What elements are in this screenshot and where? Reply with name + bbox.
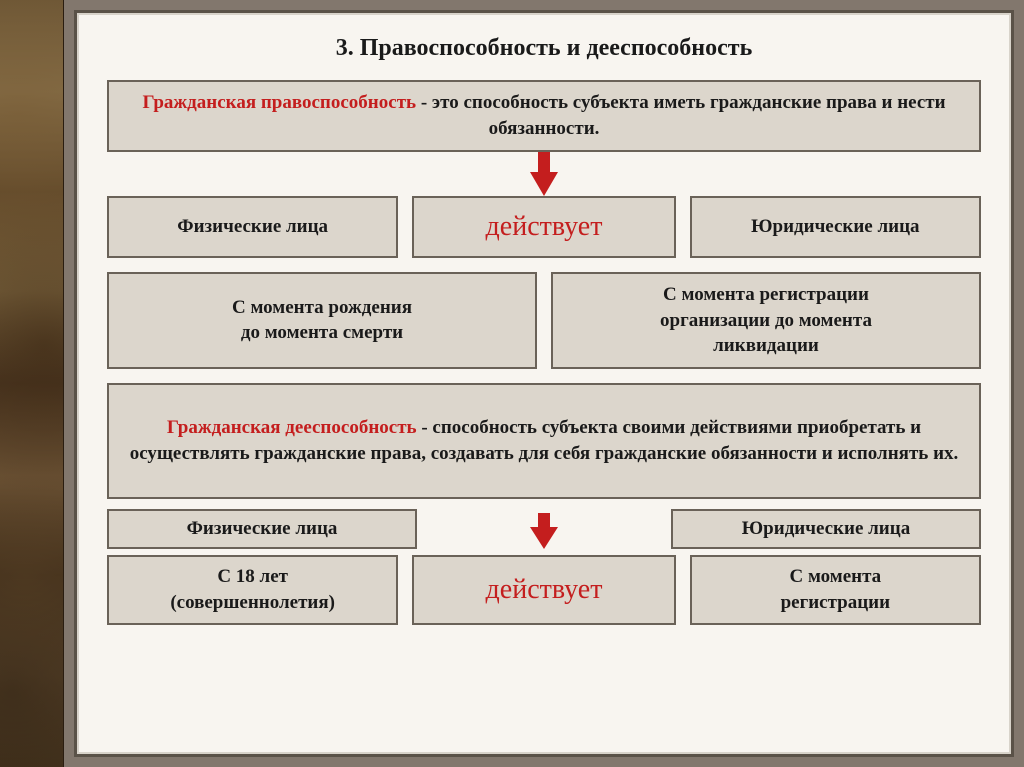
arrow-2: [107, 511, 981, 549]
decorative-sidebar: [0, 0, 64, 767]
box-registration-2: С момента регистрации: [690, 555, 981, 625]
definition-1-text: - это способность субъекта иметь граждан…: [416, 92, 945, 139]
row-entities-1: Физические лица действует Юридические ли…: [107, 196, 981, 258]
definition-2-box: Гражданская дееспособность - способность…: [107, 383, 981, 499]
box-age-18: С 18 лет (совершеннолетия): [107, 555, 398, 625]
row-timing-1: С момента рождения до момента смерти С м…: [107, 272, 981, 369]
row-timing-2: С 18 лет (совершеннолетия) действует С м…: [107, 555, 981, 625]
box-legal-timing: С момента регистрации организации до мом…: [551, 272, 981, 369]
box-action-2: действует: [412, 555, 675, 625]
arrow-1: [107, 152, 981, 196]
definition-1-box: Гражданская правоспособность - это спосо…: [107, 80, 981, 152]
box-legal-1: Юридические лица: [690, 196, 981, 258]
content-frame: 3. Правоспособность и дееспособность Гра…: [74, 10, 1014, 757]
definition-1-term: Гражданская правоспособность: [142, 92, 416, 113]
box-physical-timing: С момента рождения до момента смерти: [107, 272, 537, 369]
slide-title: 3. Правоспособность и дееспособность: [107, 35, 981, 62]
box-physical-1: Физические лица: [107, 196, 398, 258]
definition-2-term: Гражданская дееспособность: [167, 417, 417, 438]
box-action-1: действует: [412, 196, 675, 258]
page-outer: 3. Правоспособность и дееспособность Гра…: [64, 0, 1024, 767]
